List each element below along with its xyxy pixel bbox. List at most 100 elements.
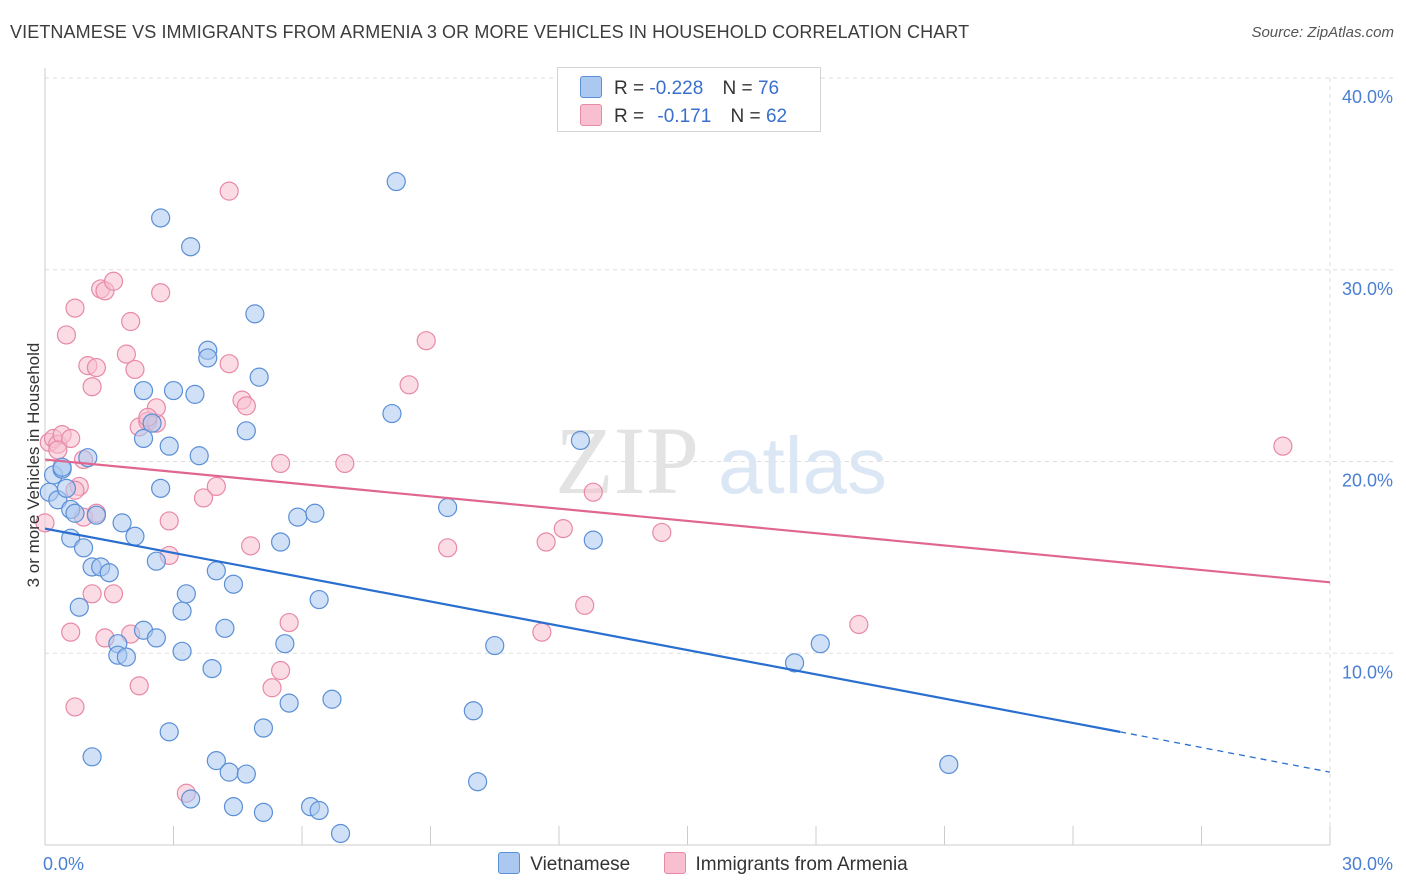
source-label: Source: ZipAtlas.com	[1251, 24, 1394, 41]
point-vietnamese	[198, 348, 218, 368]
legend-label-armenia: Immigrants from Armenia	[695, 854, 908, 875]
axes	[44, 68, 1331, 846]
point-vietnamese	[245, 304, 265, 324]
point-vietnamese	[583, 530, 603, 550]
legend-n-label: N =	[722, 78, 753, 99]
point-vietnamese	[82, 747, 102, 767]
point-vietnamese	[73, 538, 94, 558]
point-vietnamese	[305, 503, 325, 523]
legend-row-vietnamese: R = -0.228 N = 76	[580, 76, 779, 104]
watermark-atlas: atlas	[718, 421, 887, 510]
point-vietnamese	[181, 237, 201, 257]
point-vietnamese	[181, 789, 201, 809]
legend-n-value: 76	[757, 78, 780, 99]
point-armenia	[61, 428, 81, 449]
point-vietnamese	[146, 628, 166, 648]
point-vietnamese	[279, 693, 299, 713]
point-vietnamese	[784, 653, 805, 673]
watermark: ZIP atlas	[555, 407, 887, 514]
point-vietnamese	[99, 563, 119, 583]
point-armenia	[125, 359, 145, 380]
point-vietnamese	[253, 802, 274, 823]
point-vietnamese	[133, 428, 154, 449]
point-armenia	[159, 511, 179, 531]
point-vietnamese	[125, 526, 145, 546]
legend-r-label: R =	[614, 106, 645, 127]
point-vietnamese	[172, 641, 192, 661]
point-vietnamese	[382, 403, 402, 424]
point-armenia	[82, 377, 102, 397]
point-vietnamese	[133, 380, 154, 401]
trend-line-armenia	[44, 458, 1331, 584]
point-armenia	[65, 298, 85, 318]
point-vietnamese	[159, 436, 179, 456]
point-vietnamese	[112, 513, 132, 533]
point-vietnamese	[322, 689, 342, 709]
x-tick-label: 30.0%	[1342, 854, 1393, 874]
legend-n-label: N =	[730, 106, 761, 127]
point-armenia	[279, 612, 299, 633]
point-armenia	[129, 676, 149, 696]
point-armenia	[532, 622, 552, 642]
point-vietnamese	[330, 823, 351, 844]
point-vietnamese	[56, 478, 77, 498]
x-tick-label: 0.0%	[43, 854, 84, 874]
chart-title: VIETNAMESE VS IMMIGRANTS FROM ARMENIA 3 …	[10, 22, 970, 42]
point-armenia	[103, 584, 124, 604]
point-vietnamese	[189, 446, 209, 466]
point-armenia	[48, 440, 68, 460]
point-armenia	[65, 697, 85, 717]
point-vietnamese	[463, 701, 483, 721]
y-tick-label: 10.0%	[1342, 662, 1393, 682]
y-tick-label: 20.0%	[1342, 471, 1393, 491]
point-armenia	[575, 595, 595, 615]
stats-legend: R = -0.228 N = 76 R = -0.171 N = 62	[557, 67, 821, 132]
point-armenia	[652, 522, 672, 543]
point-armenia	[219, 181, 239, 201]
point-vietnamese	[86, 505, 107, 525]
point-vietnamese	[309, 800, 329, 821]
point-vietnamese	[468, 772, 488, 792]
point-armenia	[399, 375, 419, 395]
tick-labels: 10.0% 20.0% 30.0% 40.0% 0.0% 30.0%	[43, 87, 1393, 874]
point-armenia	[1273, 436, 1293, 456]
point-vietnamese	[116, 647, 136, 667]
point-armenia	[335, 453, 355, 474]
point-vietnamese	[309, 589, 329, 610]
point-vietnamese	[570, 430, 591, 451]
point-armenia	[270, 453, 291, 474]
point-vietnamese	[270, 532, 291, 552]
point-armenia	[262, 678, 282, 698]
legend-item-armenia[interactable]: Immigrants from Armenia	[663, 852, 908, 876]
legend-item-vietnamese[interactable]: Vietnamese	[498, 852, 630, 876]
legend-r-label: R =	[614, 78, 645, 99]
point-vietnamese	[146, 551, 166, 571]
point-vietnamese	[206, 561, 226, 581]
point-vietnamese	[69, 597, 89, 617]
point-armenia	[416, 331, 436, 351]
point-vietnamese	[288, 507, 308, 527]
point-vietnamese	[438, 497, 458, 518]
point-armenia	[536, 532, 556, 552]
point-vietnamese	[185, 384, 205, 404]
point-armenia	[103, 271, 124, 291]
point-armenia	[193, 488, 214, 508]
point-armenia	[116, 344, 136, 364]
point-armenia	[553, 519, 573, 539]
point-vietnamese	[159, 722, 179, 742]
point-armenia	[236, 396, 256, 416]
legend-swatch-blue	[498, 852, 521, 874]
legend-r-value: -0.171	[657, 106, 712, 127]
point-vietnamese	[386, 171, 406, 192]
point-armenia	[270, 660, 291, 681]
legend-label-vietnamese: Vietnamese	[530, 854, 631, 875]
watermark-zip: ZIP	[555, 407, 699, 514]
y-tick-label: 40.0%	[1342, 87, 1393, 107]
legend-swatch-pink	[663, 852, 686, 874]
point-armenia	[241, 536, 261, 556]
point-vietnamese	[253, 718, 274, 738]
legend-swatch-blue	[580, 76, 602, 98]
point-vietnamese	[142, 413, 162, 433]
point-vietnamese	[176, 584, 196, 604]
